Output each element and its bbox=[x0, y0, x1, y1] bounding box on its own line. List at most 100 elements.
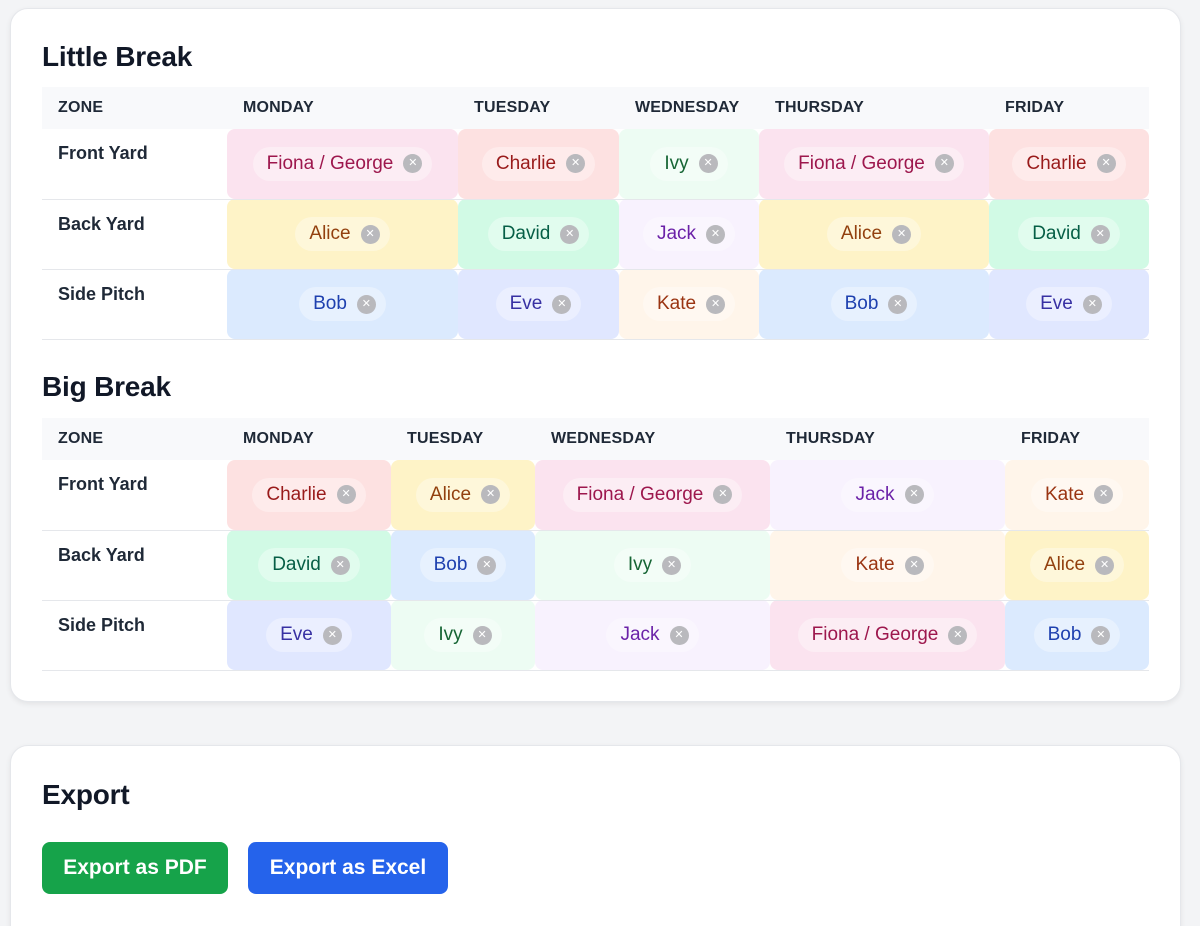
schedule-slot[interactable]: Jack ✕ bbox=[619, 199, 759, 270]
assignee-chip[interactable]: Alice ✕ bbox=[1029, 548, 1125, 582]
remove-assignee-close-icon[interactable]: ✕ bbox=[1094, 485, 1114, 505]
assignee-chip[interactable]: Jack ✕ bbox=[606, 618, 699, 652]
remove-assignee-close-icon[interactable]: ✕ bbox=[706, 224, 726, 244]
remove-assignee-close-icon[interactable]: ✕ bbox=[904, 555, 924, 575]
remove-assignee-close-icon[interactable]: ✕ bbox=[477, 555, 497, 575]
remove-assignee-close-icon[interactable]: ✕ bbox=[322, 625, 342, 645]
schedule-slot[interactable]: Ivy ✕ bbox=[535, 530, 770, 601]
schedule-slot[interactable]: Charlie ✕ bbox=[989, 129, 1149, 200]
remove-assignee-close-icon[interactable]: ✕ bbox=[356, 294, 376, 314]
assignee-chip[interactable]: Fiona / George ✕ bbox=[562, 477, 743, 512]
schedule-slot[interactable]: Ivy ✕ bbox=[391, 600, 535, 671]
schedule-slot[interactable]: Ivy ✕ bbox=[619, 129, 759, 200]
remove-assignee-close-icon[interactable]: ✕ bbox=[904, 485, 924, 505]
schedule-slot[interactable]: Alice ✕ bbox=[1005, 530, 1149, 601]
remove-assignee-close-icon[interactable]: ✕ bbox=[1090, 224, 1110, 244]
assignee-chip[interactable]: Bob ✕ bbox=[419, 548, 507, 582]
assignee-chip[interactable]: Bob ✕ bbox=[830, 287, 918, 321]
assignee-chip[interactable]: Kate ✕ bbox=[841, 548, 934, 582]
remove-assignee-close-icon[interactable]: ✕ bbox=[892, 224, 912, 244]
assignee-chip[interactable]: Ivy ✕ bbox=[650, 146, 728, 181]
schedule-slot[interactable]: Kate ✕ bbox=[619, 269, 759, 340]
assignee-chip[interactable]: Fiona / George ✕ bbox=[252, 146, 433, 181]
column-header-day: TUESDAY bbox=[391, 418, 535, 460]
remove-assignee-close-icon[interactable]: ✕ bbox=[1095, 555, 1115, 575]
remove-assignee-close-icon[interactable]: ✕ bbox=[472, 625, 492, 645]
remove-assignee-close-icon[interactable]: ✕ bbox=[662, 555, 682, 575]
remove-assignee-close-icon[interactable]: ✕ bbox=[706, 294, 726, 314]
remove-assignee-close-icon[interactable]: ✕ bbox=[1082, 294, 1102, 314]
schedule-slot[interactable]: Fiona / George ✕ bbox=[759, 129, 989, 200]
schedule-slot[interactable]: Bob ✕ bbox=[759, 269, 989, 340]
assignee-name: Bob bbox=[1047, 624, 1082, 645]
schedule-slot[interactable]: Alice ✕ bbox=[759, 199, 989, 270]
schedule-slot[interactable]: Jack ✕ bbox=[535, 600, 770, 671]
assignee-chip[interactable]: Charlie ✕ bbox=[252, 477, 366, 512]
schedule-slot[interactable]: Jack ✕ bbox=[770, 460, 1005, 531]
schedule-slot[interactable]: Kate ✕ bbox=[1005, 460, 1149, 531]
schedule-slot[interactable]: Fiona / George ✕ bbox=[535, 460, 770, 531]
schedule-slot[interactable]: Fiona / George ✕ bbox=[770, 600, 1005, 671]
export-card: Export Export as PDF Export as Excel bbox=[10, 745, 1181, 926]
assignee-chip[interactable]: Charlie ✕ bbox=[481, 146, 596, 181]
remove-assignee-close-icon[interactable]: ✕ bbox=[566, 154, 586, 174]
schedule-slot[interactable]: Alice ✕ bbox=[227, 199, 458, 270]
assignee-chip[interactable]: Charlie ✕ bbox=[1012, 146, 1126, 181]
schedule-slot[interactable]: Fiona / George ✕ bbox=[227, 129, 458, 200]
assignee-chip[interactable]: Jack ✕ bbox=[841, 477, 934, 512]
assignee-chip[interactable]: David ✕ bbox=[487, 217, 590, 251]
table-row: Back Yard Alice ✕ David ✕ Jack ✕ Alice ✕ David ✕ bbox=[42, 199, 1149, 270]
assignee-name: Charlie bbox=[495, 152, 557, 174]
assignee-chip[interactable]: Fiona / George ✕ bbox=[797, 618, 978, 652]
remove-assignee-close-icon[interactable]: ✕ bbox=[948, 625, 968, 645]
assignee-chip[interactable]: Bob ✕ bbox=[1033, 618, 1121, 652]
assignee-chip[interactable]: Alice ✕ bbox=[295, 217, 390, 251]
remove-assignee-close-icon[interactable]: ✕ bbox=[403, 154, 423, 174]
schedule-slot[interactable]: Eve ✕ bbox=[458, 269, 619, 340]
remove-assignee-close-icon[interactable]: ✕ bbox=[336, 485, 356, 505]
assignee-name: Bob bbox=[313, 293, 347, 314]
schedule-slot[interactable]: David ✕ bbox=[989, 199, 1149, 270]
export-excel-button[interactable]: Export as Excel bbox=[248, 842, 448, 894]
remove-assignee-close-icon[interactable]: ✕ bbox=[481, 485, 501, 505]
assignee-chip[interactable]: Bob ✕ bbox=[299, 287, 386, 321]
assignee-chip[interactable]: Eve ✕ bbox=[266, 618, 352, 652]
assignee-chip[interactable]: Jack ✕ bbox=[642, 217, 736, 251]
remove-assignee-close-icon[interactable]: ✕ bbox=[713, 485, 733, 505]
export-pdf-button[interactable]: Export as PDF bbox=[42, 842, 228, 894]
schedule-slot[interactable]: Alice ✕ bbox=[391, 460, 535, 531]
remove-assignee-close-icon[interactable]: ✕ bbox=[330, 555, 350, 575]
schedule-slot[interactable]: Eve ✕ bbox=[989, 269, 1149, 340]
remove-assignee-close-icon[interactable]: ✕ bbox=[560, 224, 580, 244]
assignee-chip[interactable]: Alice ✕ bbox=[826, 217, 922, 251]
remove-assignee-close-icon[interactable]: ✕ bbox=[360, 224, 380, 244]
schedule-slot[interactable]: Kate ✕ bbox=[770, 530, 1005, 601]
remove-assignee-close-icon[interactable]: ✕ bbox=[1096, 154, 1116, 174]
schedule-slot[interactable]: David ✕ bbox=[227, 530, 391, 601]
schedule-slot[interactable]: Bob ✕ bbox=[227, 269, 458, 340]
schedule-slot[interactable]: Bob ✕ bbox=[1005, 600, 1149, 671]
assignee-chip[interactable]: David ✕ bbox=[1018, 217, 1120, 251]
assignee-chip[interactable]: Eve ✕ bbox=[1026, 287, 1112, 321]
assignee-chip[interactable]: Kate ✕ bbox=[1030, 477, 1124, 512]
assignee-name: Alice bbox=[309, 223, 351, 244]
remove-assignee-close-icon[interactable]: ✕ bbox=[1091, 625, 1111, 645]
assignee-chip[interactable]: David ✕ bbox=[258, 548, 360, 582]
assignee-chip[interactable]: Eve ✕ bbox=[495, 287, 582, 321]
assignee-chip[interactable]: Kate ✕ bbox=[642, 287, 736, 321]
remove-assignee-close-icon[interactable]: ✕ bbox=[698, 154, 718, 174]
assignee-chip[interactable]: Ivy ✕ bbox=[613, 548, 692, 582]
assignee-chip[interactable]: Alice ✕ bbox=[415, 477, 511, 512]
remove-assignee-close-icon[interactable]: ✕ bbox=[888, 294, 908, 314]
assignee-chip[interactable]: Ivy ✕ bbox=[424, 618, 502, 652]
remove-assignee-close-icon[interactable]: ✕ bbox=[669, 625, 689, 645]
assignee-name: Charlie bbox=[266, 483, 327, 505]
schedule-slot[interactable]: David ✕ bbox=[458, 199, 619, 270]
assignee-chip[interactable]: Fiona / George ✕ bbox=[784, 146, 964, 181]
remove-assignee-close-icon[interactable]: ✕ bbox=[934, 154, 954, 174]
remove-assignee-close-icon[interactable]: ✕ bbox=[552, 294, 572, 314]
schedule-slot[interactable]: Eve ✕ bbox=[227, 600, 391, 671]
schedule-slot[interactable]: Charlie ✕ bbox=[458, 129, 619, 200]
schedule-slot[interactable]: Charlie ✕ bbox=[227, 460, 391, 531]
schedule-slot[interactable]: Bob ✕ bbox=[391, 530, 535, 601]
